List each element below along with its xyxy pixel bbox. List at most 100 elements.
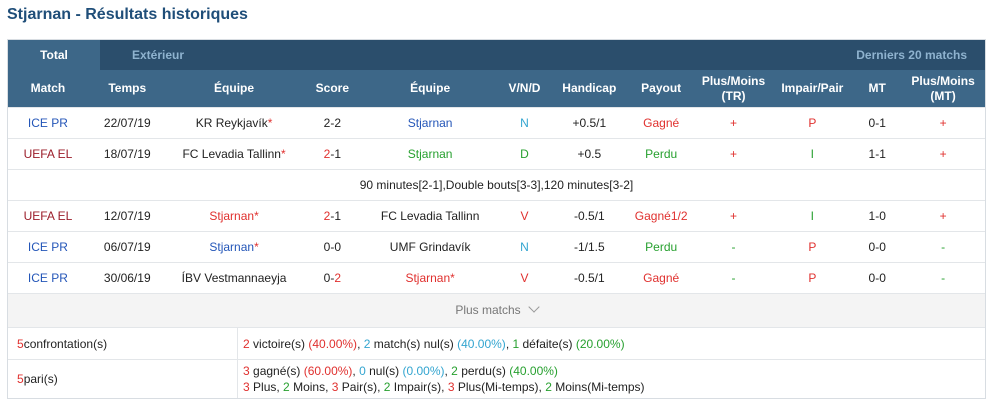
draws-percent: (40.00%) [457,336,506,351]
home-team-name: KR Reykjavík [195,116,268,130]
plus-moins-mt: - [941,240,946,254]
plus-mt-count: 3 [447,380,455,394]
more-matches-label: Plus matchs [455,303,521,317]
header-plus-moins-mt: Plus/Moins (MT) [901,70,985,107]
tab-total[interactable]: Total [8,40,100,70]
away-team-name: UMF Grindavík [389,240,471,254]
score-away: 2 [334,271,342,285]
away-team-name: Stjarnan [407,147,453,161]
payout: Perdu [645,240,678,254]
away-team-name: Stjarnan [405,271,451,285]
result-vnd: D [520,147,529,161]
away-team[interactable]: UMF Grindavík [363,232,497,262]
home-team[interactable]: Stjarnan * [167,201,302,231]
score: 0-2 [301,263,363,293]
bets-label: pari(s) [23,372,58,386]
wins-percent: (40.00%) [308,336,358,351]
more-matches-button[interactable]: Plus matchs [8,293,985,327]
tab-exterieur[interactable]: Extérieur [132,48,185,62]
match-date: 18/07/19 [103,147,151,161]
push-count: 0 [359,364,366,378]
separator: , [357,336,364,351]
losses-label: défaite(s) [519,336,576,351]
home-team[interactable]: ÍBV Vestmannaeyja [167,263,302,293]
header-vnd: V/N/D [508,81,541,95]
table-row: UEFA EL 18/07/19 FC Levadia Tallinn * 2-1 Stj… [8,138,985,169]
away-team[interactable]: Stjarnan [363,139,497,169]
header-handicap: Handicap [562,81,617,95]
losses-percent: (20.00%) [575,336,625,351]
match-league-link[interactable]: ICE PR [27,271,68,285]
summary-confrontations: 5 confrontation(s) 2 victoire(s) (40.00%… [8,327,985,359]
rows-group-2: UEFA EL 12/07/19 Stjarnan * 2-1 FC Levadia Ta… [8,200,985,293]
match-league-link[interactable]: UEFA EL [23,209,73,223]
lost-count: 2 [451,364,458,378]
plus-mt-label: Plus(Mi-temps), [454,380,546,394]
handicap: +0.5 [577,147,602,161]
summary-bets-line-1: 3 gagné(s) (60.00%), 0 nul(s) (0.00%), 2… [243,363,985,379]
away-team[interactable]: Stjarnan * [363,263,497,293]
score: 2-2 [301,108,363,138]
last-20-matches-selector[interactable]: Derniers 20 matchs [856,48,967,62]
separator: , [352,364,360,378]
score: 2-1 [301,139,363,169]
half-time-score: 1-1 [868,147,886,161]
wins-label: victoire(s) [249,336,309,351]
away-team-name: FC Levadia Tallinn [380,209,480,223]
summary-bets: 5 pari(s) 3 gagné(s) (60.00%), 0 nul(s) … [8,359,985,398]
match-league-link[interactable]: ICE PR [27,240,68,254]
plus-label: Plus, [249,380,284,394]
impair-pair: P [808,271,817,285]
draws-label: match(s) nul(s) [370,336,458,351]
draws-count: 2 [363,336,371,351]
payout: Gagné1/2 [634,209,688,223]
home-team-star: * [267,116,273,130]
score-separator: - [330,240,335,254]
lost-label: perdu(s) [457,364,510,378]
half-time-score: 0-1 [868,116,886,130]
score-away: 2 [334,116,342,130]
score-away: 1 [334,147,342,161]
payout: Perdu [645,147,678,161]
pair-count: 3 [331,380,339,394]
rows-group-1: ICE PR 22/07/19 KR Reykjavík * 2-2 Stjarnan N +… [8,107,985,169]
handicap: -1/1.5 [573,240,605,254]
plus-moins-tr: - [731,240,736,254]
home-team-star: * [280,147,286,161]
header-plus-moins-mt-line2: (MT) [930,88,956,103]
header-mt: MT [868,81,886,95]
plus-moins-mt: - [941,271,946,285]
score-home: 2 [323,209,331,223]
plus-moins-mt: + [939,116,947,130]
home-team[interactable]: KR Reykjavík * [167,108,302,138]
home-team[interactable]: FC Levadia Tallinn * [167,139,302,169]
match-note: 90 minutes[2-1],Double bouts[3-3],120 mi… [8,169,985,200]
table-row: UEFA EL 12/07/19 Stjarnan * 2-1 FC Levadia Ta… [8,200,985,231]
score-home: 2 [323,147,331,161]
header-plus-moins-tr-line2: (TR) [721,88,746,103]
result-vnd: N [520,240,529,254]
header-equipe-home: Équipe [214,81,255,95]
won-count: 3 [243,364,250,378]
impair-pair: I [810,209,815,223]
summary-bets-line-2: 3 Plus, 2 Moins, 3 Pair(s), 2 Impair(s),… [243,379,985,395]
match-league-link[interactable]: ICE PR [27,116,68,130]
away-team[interactable]: Stjarnan [363,108,497,138]
score-separator: - [330,271,335,285]
away-team[interactable]: FC Levadia Tallinn [363,201,497,231]
summary-bets-label: 5 pari(s) [8,360,238,398]
won-percent: (60.00%) [303,364,353,378]
home-team[interactable]: Stjarnan * [167,232,302,262]
away-team-star: * [450,271,455,285]
score-home: 2 [323,116,331,130]
plus-moins-tr: + [730,116,738,130]
home-team-name: Stjarnan [209,240,255,254]
table-row: ICE PR 22/07/19 KR Reykjavík * 2-2 Stjarnan N +… [8,107,985,138]
home-team-star: * [254,240,259,254]
lost-percent: (40.00%) [509,364,558,378]
result-vnd: V [520,271,529,285]
match-league-link[interactable]: UEFA EL [23,147,73,161]
table-row: ICE PR 30/06/19 ÍBV Vestmannaeyja 0-2 Stjarn… [8,262,985,293]
score: 0-0 [301,232,363,262]
impair-pair: P [808,240,817,254]
